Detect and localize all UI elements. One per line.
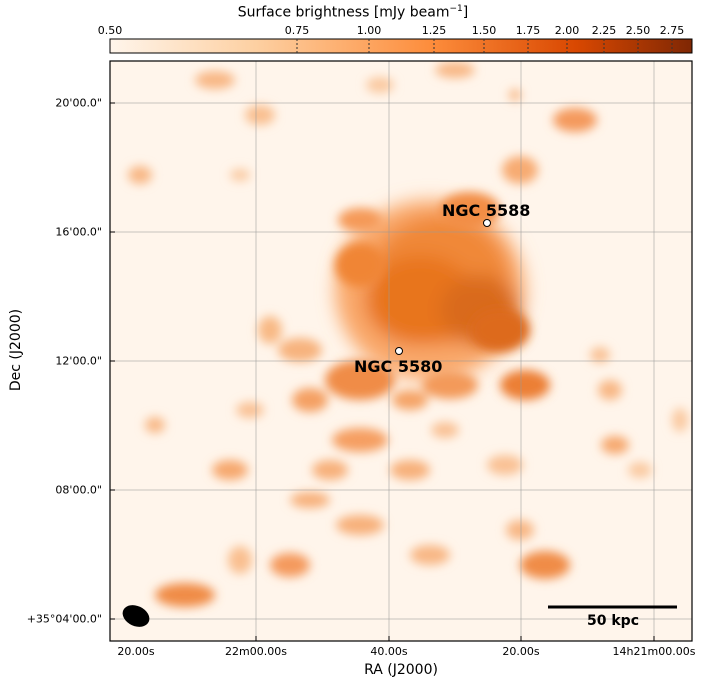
axis-ticks	[110, 102, 655, 641]
galaxy-marker	[395, 347, 403, 355]
colorbar-tick-label: 0.50	[97, 24, 123, 37]
y-tick-label: 12'00.0"	[55, 354, 102, 368]
colorbar-title-sup: −1	[449, 4, 463, 14]
beam-ellipse	[122, 605, 150, 627]
colorbar	[109, 38, 693, 54]
colorbar-tick-label: 1.75	[515, 24, 541, 37]
y-tick-label: 16'00.0"	[55, 225, 102, 239]
x-axis-title: RA (J2000)	[364, 662, 438, 678]
x-tick-label: 14h21m00.00s	[612, 645, 696, 658]
colorbar-tick-label: 1.25	[421, 24, 447, 37]
coordinate-grid	[110, 61, 692, 641]
source-label-ngc5588: NGC 5588	[442, 201, 530, 220]
colorbar-tick-label: 2.50	[625, 24, 651, 37]
galaxy-marker	[483, 219, 491, 227]
radio-map	[110, 61, 692, 641]
y-tick-label: 08'00.0"	[55, 483, 102, 497]
colorbar-tick-label: 1.00	[356, 24, 382, 37]
colorbar-tick-label: 1.50	[471, 24, 497, 37]
y-tick-label: +35°04'00.0"	[26, 612, 102, 626]
colorbar-gradient	[109, 38, 693, 54]
colorbar-tick-label: 0.75	[284, 24, 310, 37]
colorbar-title-end: ]	[462, 4, 469, 21]
colorbar-tick-label: 2.75	[659, 24, 685, 37]
colorbar-title-text: Surface brightness [mJy beam	[237, 4, 450, 21]
map-frame	[109, 60, 693, 642]
x-tick-label: 20.00s	[117, 645, 155, 658]
colorbar-title: Surface brightness [mJy beam−1]	[0, 4, 706, 21]
colorbar-tick-label: 2.25	[591, 24, 617, 37]
scale-bar-label: 50 kpc	[587, 613, 639, 629]
y-axis-title: Dec (J2000)	[8, 308, 24, 392]
colorbar-tick-label: 2.00	[554, 24, 580, 37]
y-tick-label: 20'00.0"	[55, 96, 102, 110]
x-tick-label: 22m00.00s	[225, 645, 287, 658]
source-label-ngc5580: NGC 5580	[354, 357, 442, 376]
x-tick-label: 40.00s	[370, 645, 408, 658]
emission-blobs	[128, 62, 688, 607]
x-tick-label: 20.00s	[502, 645, 540, 658]
